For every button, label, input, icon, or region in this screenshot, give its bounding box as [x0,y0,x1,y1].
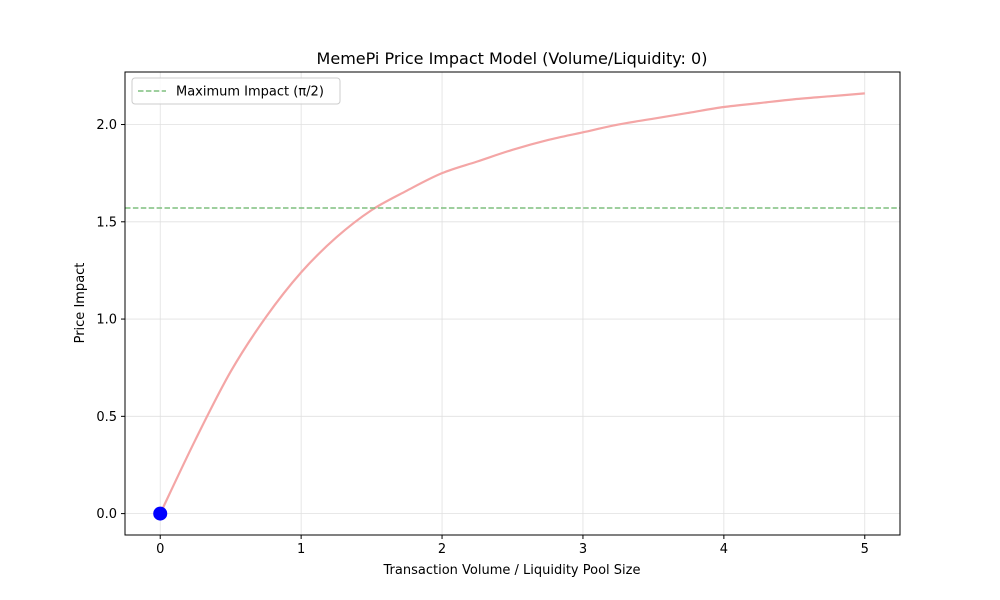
current-position-marker [153,506,168,521]
y-tick-label: 1.5 [96,215,117,230]
x-tick-label: 2 [438,542,446,557]
legend-box [131,77,341,105]
chart-title: MemePi Price Impact Model (Volume/Liquid… [317,49,708,68]
x-tick-label: 3 [579,542,587,557]
axis-ticks: 0 1 2 3 4 5 0.0 0.5 1.0 1.5 2.0 [96,118,869,557]
y-tick-label: 0.5 [96,410,117,425]
series-layer [125,92,900,521]
x-axis-title: Transaction Volume / Liquidity Pool Size [383,563,641,578]
y-axis-title: Price Impact [73,263,88,344]
grid-lines [125,72,900,535]
legend: Maximum Impact (π/2) [131,77,341,105]
x-tick-label: 0 [156,542,164,557]
price-impact-curve [159,92,865,515]
legend-label: Maximum Impact (π/2) [176,85,324,100]
y-tick-label: 2.0 [96,118,117,133]
x-tick-label: 5 [861,542,869,557]
x-tick-label: 1 [297,542,305,557]
y-tick-label: 0.0 [96,507,117,522]
y-tick-label: 1.0 [96,313,117,328]
plot-frame [124,71,901,536]
x-tick-label: 4 [720,542,728,557]
